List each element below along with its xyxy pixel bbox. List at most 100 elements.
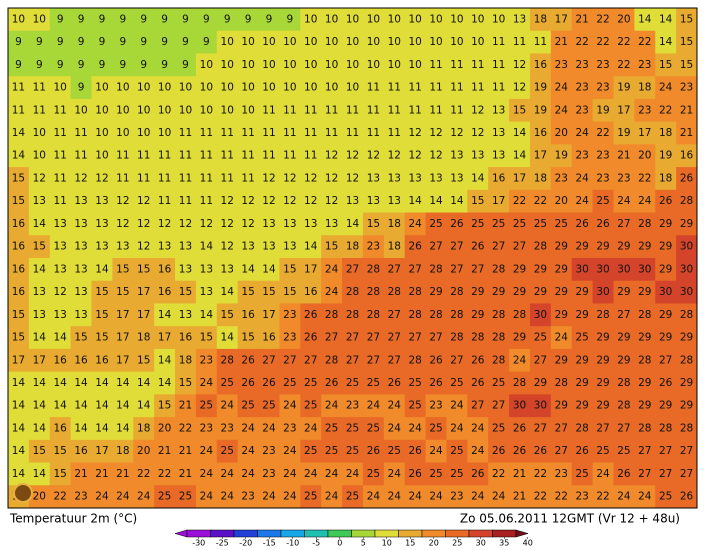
temp-cell — [154, 98, 176, 123]
temp-cell — [70, 394, 93, 418]
temp-cell — [467, 144, 489, 168]
temp-cell — [49, 258, 72, 282]
temp-value: 13 — [179, 263, 192, 275]
temp-value: 11 — [471, 82, 484, 94]
temp-cell — [613, 212, 635, 236]
temp-value: 13 — [367, 195, 380, 207]
temp-cell — [529, 394, 552, 418]
temp-value: 14 — [262, 263, 276, 275]
temp-cell — [425, 462, 447, 486]
temp-value: 25 — [221, 377, 234, 389]
temp-cell — [509, 53, 531, 77]
temp-value: 25 — [596, 445, 609, 457]
temp-value: 10 — [471, 13, 484, 25]
temp-value: 10 — [304, 13, 317, 25]
temp-value: 27 — [346, 354, 359, 366]
temp-cell — [70, 212, 93, 236]
temp-cell — [592, 235, 614, 259]
temp-value: 12 — [513, 59, 526, 71]
temp-cell — [258, 326, 280, 350]
temp-value: 10 — [95, 150, 108, 162]
temp-cell — [154, 8, 176, 32]
temp-cell — [613, 121, 635, 145]
temp-cell — [28, 53, 51, 77]
temp-value: 22 — [659, 104, 672, 116]
temp-value: 24 — [450, 422, 464, 434]
temp-value: 25 — [346, 377, 359, 389]
temp-value: 10 — [325, 59, 338, 71]
temp-value: 21 — [116, 468, 129, 480]
temp-cell — [133, 258, 155, 282]
temp-value: 13 — [74, 286, 87, 298]
temp-value: 9 — [36, 59, 43, 71]
temp-cell — [258, 303, 280, 327]
temp-value: 13 — [54, 263, 67, 275]
temp-cell — [8, 462, 30, 486]
temp-value: 25 — [555, 218, 568, 230]
temp-cell — [550, 371, 573, 395]
temp-cell — [70, 417, 93, 441]
temp-cell — [342, 258, 364, 282]
temp-value: 22 — [617, 59, 630, 71]
temp-value: 11 — [388, 82, 401, 94]
temp-value: 14 — [659, 36, 673, 48]
temp-cell — [509, 98, 531, 123]
temp-cell — [467, 485, 489, 509]
temp-cell — [467, 121, 489, 145]
temp-value: 25 — [304, 445, 317, 457]
temp-cell — [342, 439, 364, 464]
temp-value: 27 — [388, 263, 401, 275]
temp-cell — [488, 439, 510, 464]
temp-value: 10 — [346, 82, 359, 94]
temp-value: 24 — [325, 286, 339, 298]
colorbar-arrow-high — [515, 529, 529, 538]
temp-cell — [446, 235, 468, 259]
temp-value: 10 — [221, 104, 234, 116]
temp-value: 10 — [158, 82, 171, 94]
temp-value: 24 — [325, 263, 339, 275]
temp-cell — [195, 485, 218, 509]
temp-value: 12 — [137, 241, 150, 253]
temp-cell — [112, 280, 134, 304]
temp-value: 13 — [513, 13, 526, 25]
temp-cell — [446, 121, 468, 145]
temp-value: 13 — [283, 241, 296, 253]
temp-cell — [175, 53, 197, 77]
temp-cell — [550, 280, 573, 304]
temp-value: 23 — [429, 400, 442, 412]
temp-cell — [571, 303, 594, 327]
temp-cell — [258, 30, 280, 54]
temp-value: 9 — [57, 36, 64, 48]
temp-value: 19 — [555, 150, 568, 162]
temp-value: 17 — [116, 309, 129, 321]
temp-value: 12 — [262, 195, 275, 207]
temp-value: 11 — [33, 104, 46, 116]
temp-cell — [550, 98, 573, 123]
colorbar-segment — [327, 529, 352, 538]
temp-value: 15 — [471, 195, 484, 207]
temp-cell — [8, 235, 30, 259]
temp-cell — [112, 189, 134, 214]
temp-cell — [279, 144, 301, 168]
temp-cell — [571, 417, 594, 441]
temp-cell — [28, 121, 51, 145]
temp-value: 11 — [221, 150, 234, 162]
temp-cell — [91, 30, 113, 54]
temp-cell — [342, 76, 364, 100]
temp-value: 9 — [140, 59, 147, 71]
temp-value: 13 — [74, 218, 87, 230]
temp-cell — [425, 167, 447, 191]
colorbar-segment — [374, 529, 399, 538]
temp-value: 28 — [408, 309, 421, 321]
temp-value: 10 — [12, 13, 25, 25]
temp-value: 24 — [221, 491, 235, 503]
temp-cell — [509, 167, 531, 191]
temp-cell — [592, 303, 614, 327]
temp-value: 11 — [388, 104, 401, 116]
temp-cell — [112, 144, 134, 168]
temp-cell — [592, 144, 614, 168]
temp-cell — [49, 53, 72, 77]
temp-value: 13 — [471, 150, 484, 162]
temp-cell — [91, 189, 113, 214]
temp-value: 29 — [659, 241, 672, 253]
